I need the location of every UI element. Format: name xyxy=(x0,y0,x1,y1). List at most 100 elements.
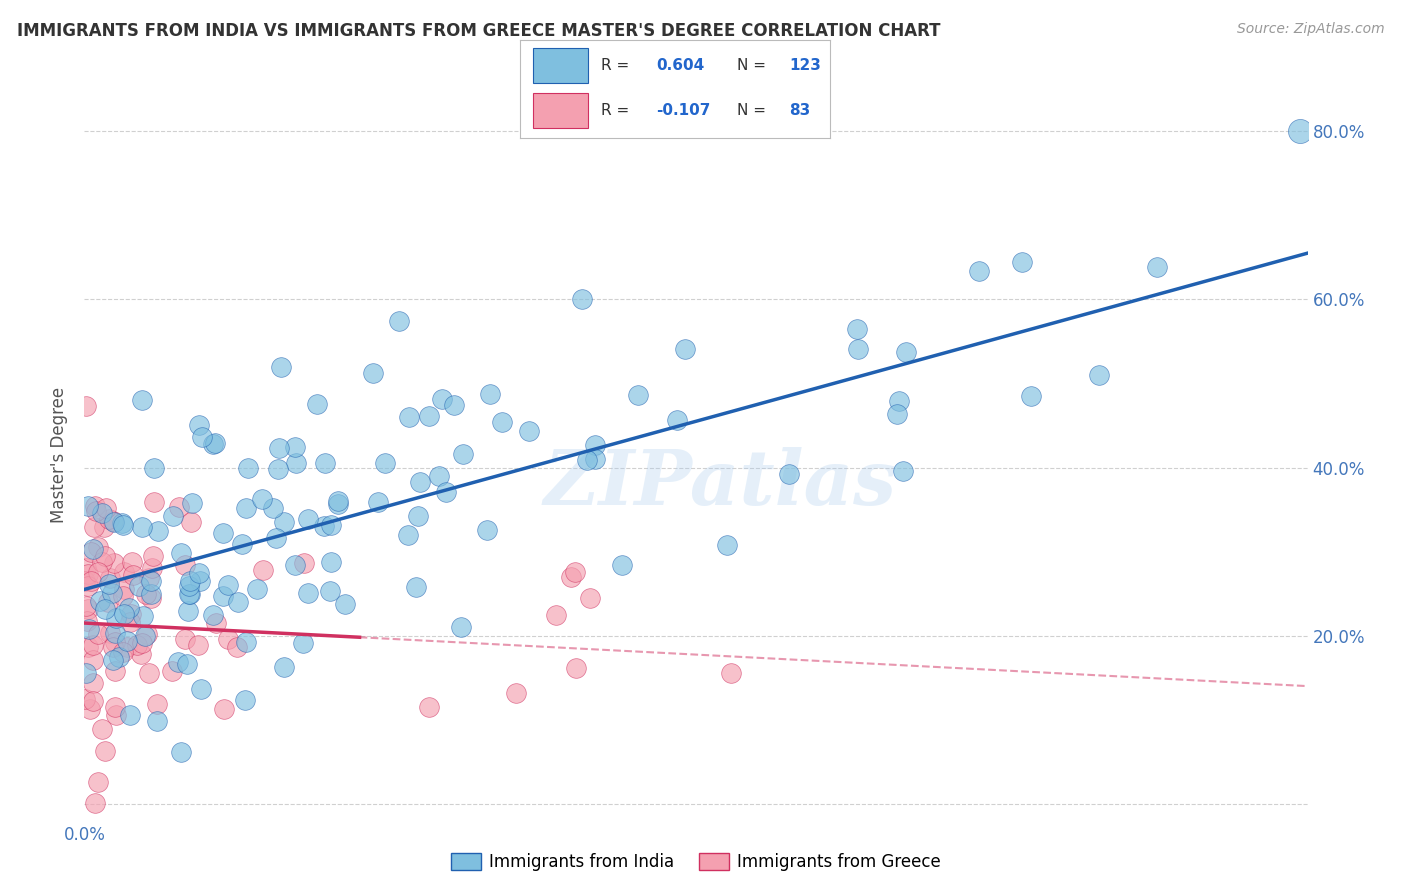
Immigrants from India xyxy=(170,745,193,759)
Immigrants from Greece xyxy=(98,626,121,640)
Immigrants from India xyxy=(845,322,868,336)
Immigrants from Greece xyxy=(86,566,108,580)
Immigrants from Greece xyxy=(75,399,97,413)
Immigrants from Greece xyxy=(120,607,142,621)
Immigrants from India xyxy=(117,634,139,648)
Immigrants from Greece xyxy=(112,589,135,603)
Immigrants from Greece xyxy=(75,599,97,613)
Immigrants from India xyxy=(77,622,100,636)
Immigrants from India xyxy=(94,602,117,616)
Text: ZIPatlas: ZIPatlas xyxy=(544,447,897,521)
Immigrants from India xyxy=(162,508,184,523)
Immigrants from India xyxy=(104,626,127,640)
Immigrants from India xyxy=(398,527,420,541)
Immigrants from India xyxy=(491,415,513,429)
Immigrants from Greece xyxy=(125,638,148,652)
Immigrants from India xyxy=(179,574,201,589)
Immigrants from India xyxy=(361,366,384,380)
Immigrants from Greece xyxy=(720,665,742,680)
Immigrants from Greece xyxy=(138,665,160,680)
Immigrants from India xyxy=(450,620,472,634)
Immigrants from Greece xyxy=(115,640,138,654)
Immigrants from Greece xyxy=(101,640,124,654)
Immigrants from India xyxy=(716,537,738,551)
Immigrants from India xyxy=(1011,254,1033,268)
Immigrants from India xyxy=(846,342,869,356)
Immigrants from Greece xyxy=(93,744,115,758)
Immigrants from India xyxy=(139,574,162,588)
Immigrants from India xyxy=(231,537,253,551)
Immigrants from India xyxy=(307,397,329,411)
Immigrants from India xyxy=(319,584,342,599)
Immigrants from Greece xyxy=(578,591,600,605)
Immigrants from Greece xyxy=(91,555,114,569)
Immigrants from India xyxy=(211,525,233,540)
Immigrants from Greece xyxy=(544,607,567,622)
Immigrants from India xyxy=(886,407,908,421)
Immigrants from India xyxy=(319,517,342,532)
Immigrants from Greece xyxy=(131,636,153,650)
Immigrants from Greece xyxy=(138,571,160,585)
Immigrants from Greece xyxy=(226,640,249,654)
Immigrants from Greece xyxy=(139,591,162,605)
Immigrants from India xyxy=(292,636,315,650)
Bar xyxy=(533,93,588,128)
Immigrants from Greece xyxy=(505,686,527,700)
Bar xyxy=(533,48,588,83)
Immigrants from Greece xyxy=(292,556,315,570)
Immigrants from India xyxy=(297,586,319,600)
Immigrants from India xyxy=(131,608,153,623)
Immigrants from Greece xyxy=(101,514,124,528)
Immigrants from Greece xyxy=(141,561,163,575)
Immigrants from India xyxy=(201,608,224,623)
Immigrants from Greece xyxy=(73,574,96,588)
Immigrants from India xyxy=(418,409,440,424)
Immigrants from Greece xyxy=(565,661,588,675)
Immigrants from Greece xyxy=(104,664,127,678)
Immigrants from Greece xyxy=(186,638,208,652)
Immigrants from Greece xyxy=(97,595,120,609)
Immigrants from Greece xyxy=(98,511,121,525)
Immigrants from India xyxy=(374,456,396,470)
Immigrants from India xyxy=(273,515,295,529)
Immigrants from India xyxy=(312,519,335,533)
Text: R =: R = xyxy=(600,58,634,72)
Immigrants from India xyxy=(314,456,336,470)
Immigrants from Greece xyxy=(180,515,202,529)
Immigrants from India xyxy=(170,546,193,560)
Immigrants from India xyxy=(235,501,257,516)
Immigrants from India xyxy=(891,465,914,479)
Immigrants from India xyxy=(434,485,457,500)
Immigrants from India xyxy=(571,293,593,307)
Immigrants from India xyxy=(894,345,917,359)
Immigrants from Greece xyxy=(80,574,103,589)
Immigrants from Greece xyxy=(83,796,105,810)
Immigrants from India xyxy=(103,515,125,529)
Immigrants from India xyxy=(128,578,150,592)
Text: R =: R = xyxy=(600,103,634,119)
Immigrants from Greece xyxy=(104,634,127,648)
Immigrants from India xyxy=(201,437,224,451)
Immigrants from Greece xyxy=(135,586,157,600)
Immigrants from Greece xyxy=(217,632,239,647)
Immigrants from India xyxy=(284,558,307,572)
Immigrants from Greece xyxy=(560,570,582,584)
Immigrants from Greece xyxy=(82,638,104,652)
Immigrants from Greece xyxy=(105,708,128,723)
Immigrants from India xyxy=(108,650,131,665)
Immigrants from Greece xyxy=(112,645,135,659)
Immigrants from India xyxy=(333,597,356,611)
Immigrants from Greece xyxy=(77,640,100,654)
Immigrants from India xyxy=(1146,260,1168,274)
Immigrants from India xyxy=(89,594,111,608)
Immigrants from India xyxy=(177,579,200,593)
Text: N =: N = xyxy=(737,103,770,119)
Immigrants from Greece xyxy=(76,614,98,628)
Immigrants from India xyxy=(665,413,688,427)
Immigrants from Greece xyxy=(129,648,152,662)
Immigrants from India xyxy=(887,393,910,408)
Immigrants from Greece xyxy=(87,626,110,640)
Immigrants from Greece xyxy=(142,495,165,509)
Immigrants from Greece xyxy=(564,565,586,579)
Immigrants from Greece xyxy=(91,722,114,736)
